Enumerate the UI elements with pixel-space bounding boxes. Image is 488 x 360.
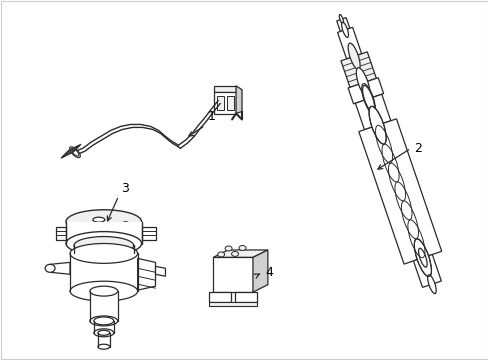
Polygon shape (413, 255, 441, 287)
Text: 1: 1 (207, 111, 215, 123)
Polygon shape (90, 291, 118, 321)
Ellipse shape (427, 275, 435, 294)
Ellipse shape (45, 264, 55, 272)
Ellipse shape (350, 49, 357, 64)
Polygon shape (337, 27, 361, 59)
Ellipse shape (413, 239, 430, 276)
Ellipse shape (74, 237, 133, 255)
Text: 3: 3 (121, 182, 128, 195)
Ellipse shape (239, 246, 245, 251)
Polygon shape (70, 253, 137, 291)
Ellipse shape (94, 317, 114, 325)
Polygon shape (236, 86, 242, 113)
Ellipse shape (90, 286, 118, 296)
Polygon shape (74, 246, 133, 253)
Polygon shape (355, 94, 390, 130)
Polygon shape (213, 250, 267, 257)
Polygon shape (66, 222, 142, 243)
Ellipse shape (90, 316, 118, 326)
Polygon shape (252, 250, 267, 292)
Ellipse shape (98, 330, 109, 335)
Ellipse shape (98, 344, 109, 349)
Text: 2: 2 (413, 142, 421, 155)
Ellipse shape (347, 43, 359, 69)
Ellipse shape (74, 244, 133, 262)
Ellipse shape (418, 248, 427, 267)
Polygon shape (50, 262, 70, 274)
Ellipse shape (341, 22, 348, 37)
Ellipse shape (66, 231, 142, 255)
Ellipse shape (66, 210, 142, 234)
Ellipse shape (69, 147, 80, 158)
Polygon shape (235, 292, 256, 302)
Polygon shape (226, 96, 234, 109)
Ellipse shape (93, 217, 104, 222)
Polygon shape (56, 227, 66, 239)
Ellipse shape (342, 25, 346, 35)
Polygon shape (142, 227, 155, 239)
Ellipse shape (368, 106, 386, 144)
Ellipse shape (356, 68, 369, 98)
Polygon shape (347, 78, 383, 104)
Polygon shape (209, 302, 256, 306)
Polygon shape (61, 144, 81, 158)
Polygon shape (155, 266, 165, 276)
Ellipse shape (224, 246, 232, 251)
Polygon shape (336, 18, 349, 31)
Ellipse shape (70, 243, 137, 264)
Ellipse shape (362, 86, 374, 112)
Ellipse shape (70, 281, 137, 301)
Ellipse shape (122, 222, 129, 228)
Ellipse shape (356, 69, 368, 96)
Polygon shape (340, 52, 376, 87)
Ellipse shape (217, 252, 224, 257)
Ellipse shape (71, 148, 79, 156)
Ellipse shape (371, 112, 383, 139)
Polygon shape (214, 86, 236, 92)
Polygon shape (358, 119, 441, 264)
Polygon shape (217, 96, 224, 109)
Ellipse shape (94, 329, 114, 337)
Ellipse shape (361, 84, 375, 114)
Ellipse shape (339, 14, 343, 24)
Ellipse shape (231, 251, 238, 256)
Polygon shape (137, 258, 155, 290)
Polygon shape (213, 257, 252, 292)
Text: 4: 4 (264, 266, 272, 279)
Polygon shape (214, 92, 236, 113)
Polygon shape (209, 292, 231, 302)
